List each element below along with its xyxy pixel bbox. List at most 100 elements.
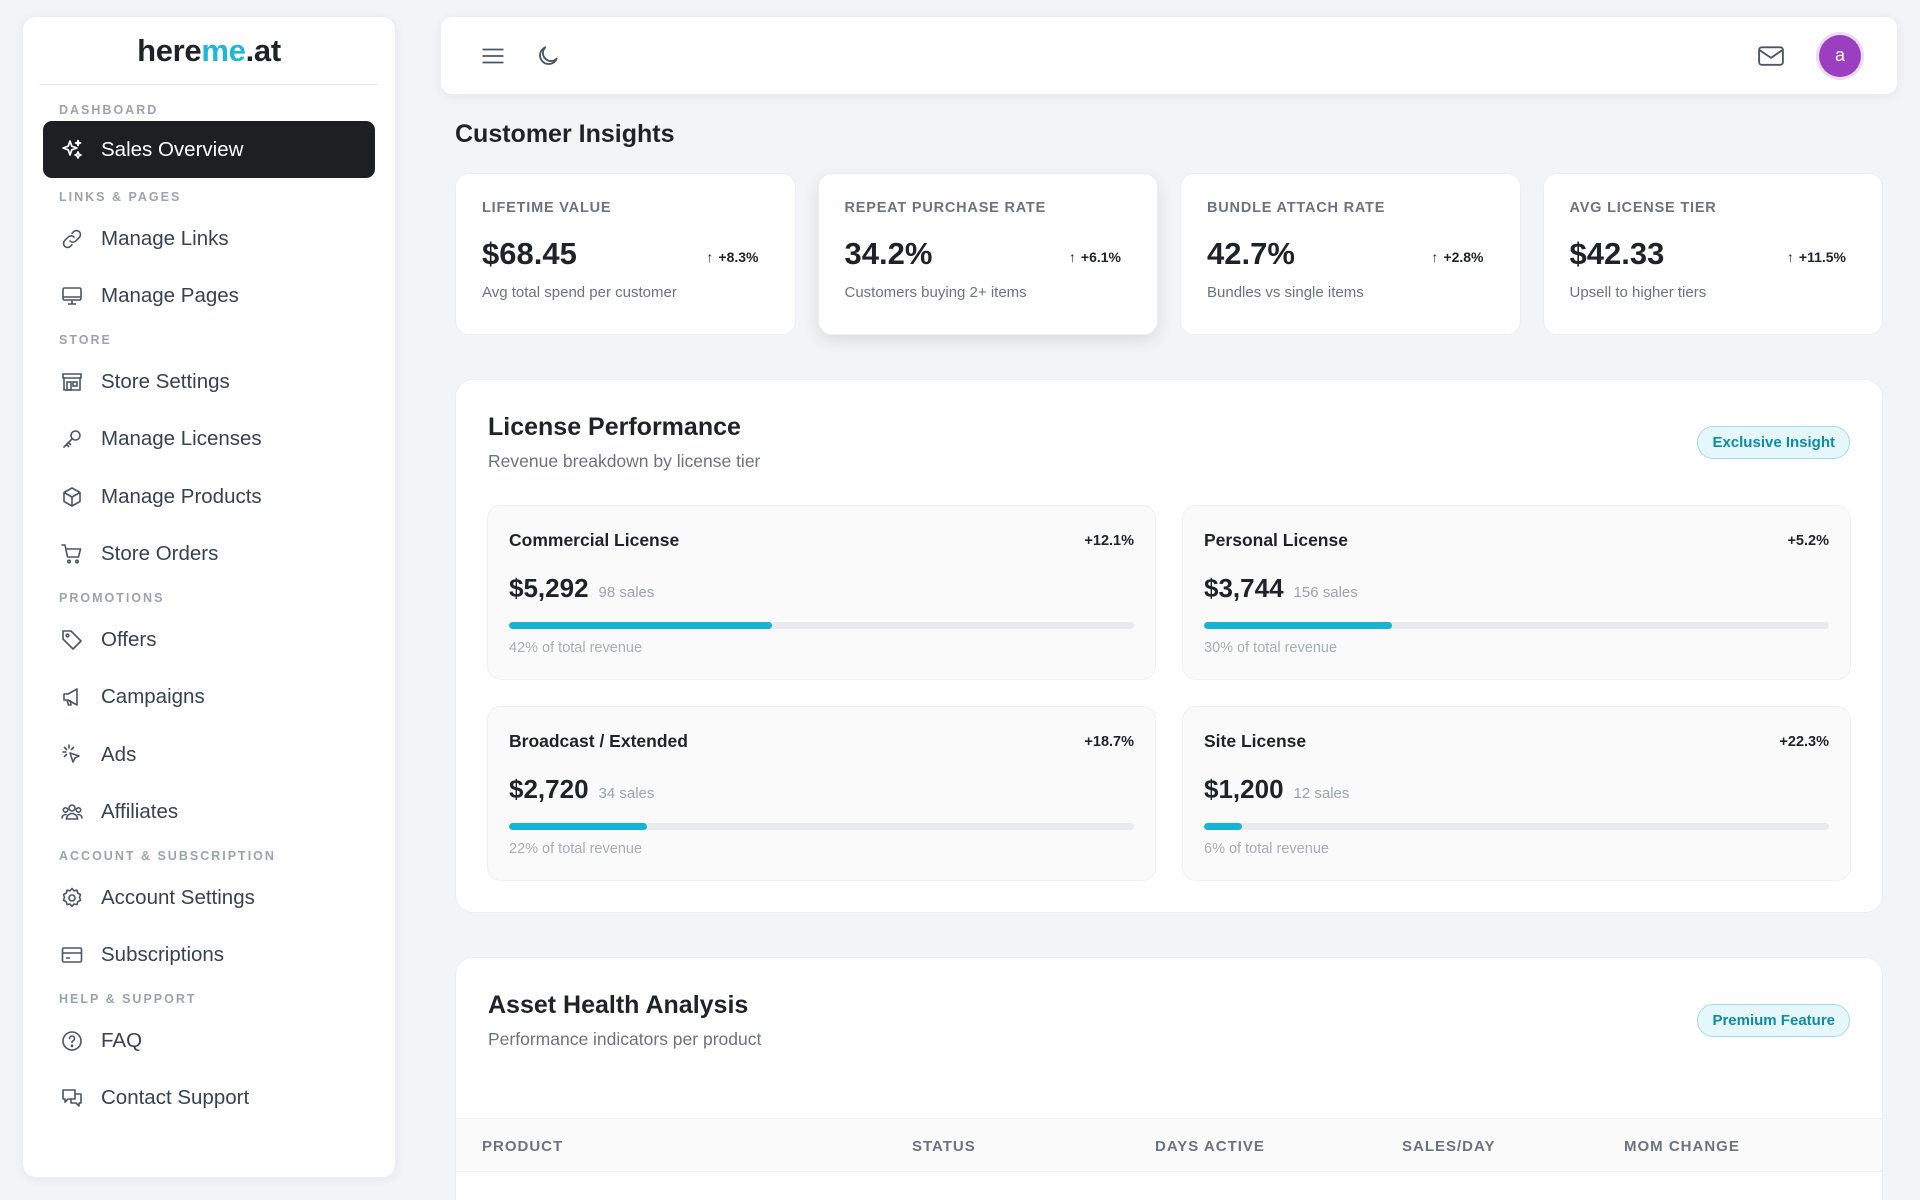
- section-label-dashboard: DASHBOARD: [59, 103, 159, 117]
- sidebar-item-label: Offers: [101, 627, 157, 651]
- stat-value: 34.2%: [844, 236, 933, 271]
- sidebar-item-label: Campaigns: [101, 685, 205, 709]
- sidebar-item-manage-links[interactable]: Manage Links: [43, 210, 375, 268]
- sidebar-item-ads[interactable]: Ads: [43, 726, 375, 784]
- messages-button[interactable]: [1755, 40, 1787, 72]
- stat-subtitle: Bundles vs single items: [1207, 284, 1364, 301]
- sidebar-item-label: Contact Support: [101, 1086, 250, 1110]
- column-header-sales-per-day[interactable]: SALES/DAY: [1402, 1137, 1496, 1155]
- cube-icon: [59, 484, 85, 510]
- revenue-share-fill: [509, 823, 647, 830]
- dark-mode-toggle-button[interactable]: [532, 40, 564, 72]
- menu-toggle-button[interactable]: [477, 40, 509, 72]
- revenue-share-bar: [1204, 823, 1829, 830]
- revenue-share-fill: [1204, 622, 1392, 629]
- stat-change: ↑ +6.1%: [1069, 249, 1121, 265]
- gear-icon: [59, 885, 85, 911]
- sidebar-item-label: Manage Products: [101, 484, 262, 508]
- stat-label: AVG LICENSE TIER: [1569, 200, 1717, 216]
- sidebar-item-store-orders[interactable]: Store Orders: [43, 526, 375, 584]
- sidebar: here me .at DASHBOARD Sales Overview LINKS…: [22, 16, 396, 1178]
- column-header-mom-change[interactable]: MOM CHANGE: [1624, 1137, 1740, 1155]
- sidebar-item-offers[interactable]: Offers: [43, 611, 375, 669]
- link-icon: [59, 226, 85, 252]
- license-change: +5.2%: [1787, 532, 1829, 549]
- sidebar-item-label: Account Settings: [101, 885, 255, 909]
- sidebar-nav: DASHBOARD Sales Overview LINKS & PAGES M…: [23, 85, 395, 1139]
- avatar[interactable]: a: [1819, 34, 1861, 77]
- license-amount: $3,744: [1204, 573, 1284, 603]
- revenue-share-fill: [1204, 823, 1242, 830]
- license-sales: 98 sales: [598, 584, 655, 601]
- sidebar-item-label: FAQ: [101, 1028, 143, 1052]
- stat-card-repeat-purchase-rate: REPEAT PURCHASE RATE 34.2% ↑ +6.1% Custom…: [817, 173, 1158, 335]
- stat-subtitle: Customers buying 2+ items: [844, 284, 1027, 301]
- sidebar-item-label: Store Settings: [101, 369, 230, 393]
- sidebar-item-manage-products[interactable]: Manage Products: [43, 468, 375, 526]
- column-header-status[interactable]: STATUS: [912, 1137, 976, 1155]
- brand-part-3: .at: [245, 32, 282, 68]
- sidebar-item-manage-pages[interactable]: Manage Pages: [43, 268, 375, 326]
- stat-change-value: +11.5%: [1798, 249, 1846, 265]
- column-header-days-active[interactable]: DAYS ACTIVE: [1155, 1137, 1265, 1155]
- sidebar-item-faq[interactable]: FAQ: [43, 1012, 375, 1070]
- exclusive-insight-badge: Exclusive Insight: [1697, 426, 1850, 459]
- sidebar-item-contact-support[interactable]: Contact Support: [43, 1070, 375, 1128]
- section-label-account: ACCOUNT & SUBSCRIPTION: [59, 849, 276, 863]
- stat-change-value: +8.3%: [718, 249, 759, 265]
- megaphone-icon: [59, 684, 85, 710]
- stat-card-lifetime-value: LIFETIME VALUE $68.45 ↑ +8.3% Avg total s…: [455, 173, 796, 335]
- monitor-icon: [59, 283, 85, 309]
- sidebar-item-manage-licenses[interactable]: Manage Licenses: [43, 411, 375, 469]
- arrow-up-icon: ↑: [706, 249, 714, 265]
- main-content: Customer Insights LIFETIME VALUE $68.45 …: [455, 110, 1883, 1200]
- revenue-share-text: 42% of total revenue: [509, 640, 643, 656]
- sidebar-item-affiliates[interactable]: Affiliates: [43, 784, 375, 842]
- tag-icon: [59, 627, 85, 653]
- stat-value: $42.33: [1569, 236, 1665, 271]
- license-sales: 12 sales: [1293, 785, 1350, 802]
- mail-icon: [1758, 45, 1784, 66]
- sidebar-item-label: Store Orders: [101, 542, 219, 566]
- column-header-product[interactable]: PRODUCT: [482, 1137, 564, 1155]
- hamburger-icon: [482, 48, 504, 63]
- asset-health-panel: Asset Health Analysis Performance indica…: [455, 957, 1883, 1200]
- sparkles-icon: [59, 137, 85, 163]
- section-label-promotions: PROMOTIONS: [59, 591, 165, 605]
- section-label-links: LINKS & PAGES: [59, 190, 182, 204]
- sidebar-item-label: Manage Links: [101, 226, 229, 250]
- sidebar-item-sales-overview[interactable]: Sales Overview: [43, 121, 375, 178]
- arrow-up-icon: ↑: [1068, 249, 1076, 265]
- license-change: +18.7%: [1084, 733, 1134, 750]
- sidebar-item-label: Affiliates: [101, 800, 179, 824]
- license-sales: 156 sales: [1293, 584, 1358, 601]
- sidebar-item-account-settings[interactable]: Account Settings: [43, 869, 375, 927]
- arrow-up-icon: ↑: [1786, 249, 1794, 265]
- license-name: Personal License: [1204, 530, 1348, 550]
- key-icon: [59, 426, 85, 452]
- sidebar-item-label: Ads: [101, 742, 137, 766]
- pointer-click-icon: [59, 742, 85, 768]
- panel-title: License Performance: [488, 413, 741, 441]
- brand-logo[interactable]: here me .at: [39, 17, 379, 85]
- stat-change: ↑ +2.8%: [1431, 249, 1483, 265]
- panel-subtitle: Revenue breakdown by license tier: [488, 451, 761, 471]
- brand-part-1: here: [137, 32, 202, 68]
- license-card-broadcast: Broadcast / Extended +18.7% $2,720 34 sa…: [487, 706, 1156, 881]
- revenue-share-text: 30% of total revenue: [1204, 640, 1338, 656]
- moon-icon: [539, 45, 558, 65]
- license-amount: $1,200: [1204, 774, 1284, 804]
- brand-part-2: me: [201, 32, 246, 68]
- stat-value: $68.45: [482, 236, 577, 271]
- license-card-site: Site License +22.3% $1,200 12 sales 6% o…: [1182, 706, 1851, 881]
- credit-card-icon: [59, 942, 85, 968]
- sidebar-item-store-settings[interactable]: Store Settings: [43, 353, 375, 411]
- cart-icon: [59, 541, 85, 567]
- sidebar-item-label: Subscriptions: [101, 943, 225, 967]
- sidebar-item-subscriptions[interactable]: Subscriptions: [43, 927, 375, 985]
- license-name: Broadcast / Extended: [509, 731, 688, 751]
- sidebar-item-campaigns[interactable]: Campaigns: [43, 669, 375, 727]
- revenue-share-text: 6% of total revenue: [1204, 841, 1329, 857]
- panel-subtitle: Performance indicators per product: [488, 1029, 762, 1049]
- license-amount: $2,720: [509, 774, 589, 804]
